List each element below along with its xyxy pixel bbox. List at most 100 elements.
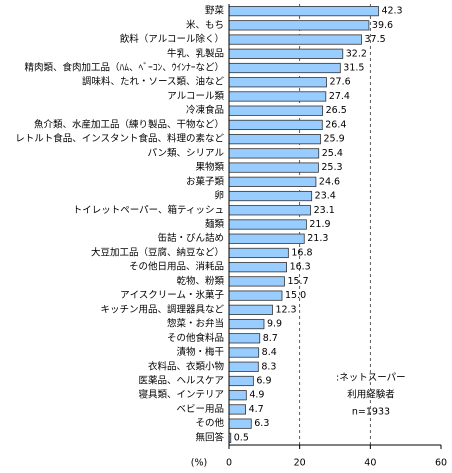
value-label: 15.0	[285, 290, 306, 301]
bar	[228, 375, 254, 387]
bar	[228, 119, 323, 131]
y-tick-label: 漬物・梅干	[176, 346, 224, 358]
y-tick-label: 大豆加工品（豆腐、納豆など）	[91, 246, 224, 258]
y-tick-label: トイレットペーパー、箱ティッシュ	[73, 204, 224, 216]
value-label: 4.9	[249, 390, 264, 401]
bar	[228, 105, 324, 116]
y-tick-label: その他日用品、消耗品	[129, 261, 224, 273]
value-label: 8.7	[263, 333, 278, 344]
bar	[228, 162, 319, 173]
bar	[228, 262, 287, 273]
y-tick-label: 麺類	[205, 218, 225, 230]
value-label: 26.5	[326, 105, 347, 116]
bar	[228, 205, 312, 216]
bar	[228, 233, 305, 244]
y-tick-label: 魚介類、水産加工品（練り製品、干物など）	[34, 118, 224, 130]
y-tick-label: その他食料品	[167, 332, 224, 344]
bar	[228, 347, 260, 358]
bar	[228, 390, 247, 401]
y-tick-label: 無回答	[195, 431, 224, 443]
x-tick-label: 20	[294, 458, 306, 469]
y-tick-label: 野菜	[205, 5, 225, 17]
y-tick-label: 調味料、たれ・ソース類、油など	[82, 76, 225, 88]
value-label: 4.7	[249, 404, 264, 415]
bar	[228, 62, 341, 74]
y-tick-label: アイスクリーム・氷菓子	[120, 289, 224, 301]
y-tick-label: 寝具類、インテリア	[138, 389, 224, 401]
value-label: 31.5	[343, 63, 364, 74]
value-label: 6.9	[256, 375, 271, 386]
bar	[228, 176, 317, 187]
bar	[228, 48, 344, 59]
value-label: 25.3	[321, 162, 342, 173]
bar	[228, 333, 261, 344]
value-label: 27.4	[329, 91, 350, 102]
value-label: 21.9	[309, 219, 330, 230]
value-label: 25.4	[322, 148, 343, 159]
bar	[228, 77, 327, 88]
x-tick-label: 40	[364, 458, 376, 469]
y-tick-label: 衣料品、衣類小物	[148, 360, 225, 372]
value-label: 16.3	[290, 262, 311, 273]
bar	[228, 91, 327, 102]
y-tick-label: 果物類	[195, 161, 224, 173]
y-tick-label: 惣菜・お弁当	[167, 318, 224, 330]
y-tick-label: 精肉類、食肉加工品（ﾊﾑ、ﾍﾞｰｺﾝ、ｳｲﾝﾅｰなど）	[24, 62, 224, 74]
y-tick-label: 医薬品、ヘルスケア	[138, 374, 224, 386]
y-tick-label: その他	[195, 417, 224, 429]
y-tick-label: 卵	[214, 191, 224, 202]
bar	[228, 6, 379, 17]
value-label: 27.6	[330, 77, 351, 88]
value-label: 39.6	[372, 20, 393, 31]
x-tick-label: 0	[226, 458, 232, 469]
y-tick-label: ベビー用品	[176, 404, 224, 415]
value-label: 9.9	[267, 319, 282, 330]
bar	[228, 276, 285, 287]
bar	[228, 148, 320, 159]
value-label: 32.2	[346, 48, 367, 59]
annotation: 利用経験者	[347, 389, 395, 401]
value-label: 42.3	[381, 6, 402, 17]
y-tick-label: 飲料（アルコール除く）	[120, 33, 224, 45]
value-label: 15.7	[287, 276, 308, 287]
y-tick-label: パン類、シリアル	[148, 148, 225, 159]
bar	[228, 290, 283, 301]
y-tick-label: 冷凍食品	[186, 104, 224, 116]
bar	[228, 404, 247, 415]
y-tick-label: 牛乳、乳製品	[167, 47, 224, 59]
x-axis-label: (%)	[191, 458, 207, 469]
y-tick-label: キッチン用品、調理器具など	[100, 303, 224, 315]
bar	[228, 20, 370, 31]
y-tick-label: 乾物、粉類	[176, 275, 224, 287]
value-label: 26.4	[325, 119, 346, 130]
value-label: 12.3	[275, 304, 296, 315]
bar	[228, 304, 273, 315]
value-label: 6.3	[254, 418, 269, 429]
bar	[228, 134, 321, 145]
annotation: :ネットスーパー	[336, 373, 406, 384]
value-label: 37.5	[365, 34, 386, 45]
value-label: 24.6	[319, 176, 340, 187]
annotation: n=1933	[352, 407, 390, 418]
bar	[228, 361, 259, 372]
bar	[228, 190, 313, 202]
y-tick-label: お菓子類	[186, 175, 225, 187]
value-label: 0.5	[234, 432, 249, 443]
value-label: 8.3	[261, 361, 276, 372]
bar	[228, 318, 265, 330]
value-label: 23.4	[315, 191, 336, 202]
bar	[228, 247, 289, 259]
bar	[228, 34, 362, 45]
bar	[228, 418, 252, 429]
y-tick-label: 缶詰・びん詰め	[157, 232, 224, 244]
value-label: 16.8	[291, 247, 312, 258]
value-label: 21.3	[307, 233, 328, 244]
y-tick-label: 米、もち	[186, 19, 224, 31]
value-label: 8.4	[262, 347, 277, 358]
x-tick-label: 60	[435, 458, 447, 469]
bar	[228, 219, 307, 230]
value-label: 23.1	[314, 205, 335, 216]
value-label: 25.9	[324, 134, 345, 145]
y-tick-label: アルコール類	[167, 91, 224, 102]
